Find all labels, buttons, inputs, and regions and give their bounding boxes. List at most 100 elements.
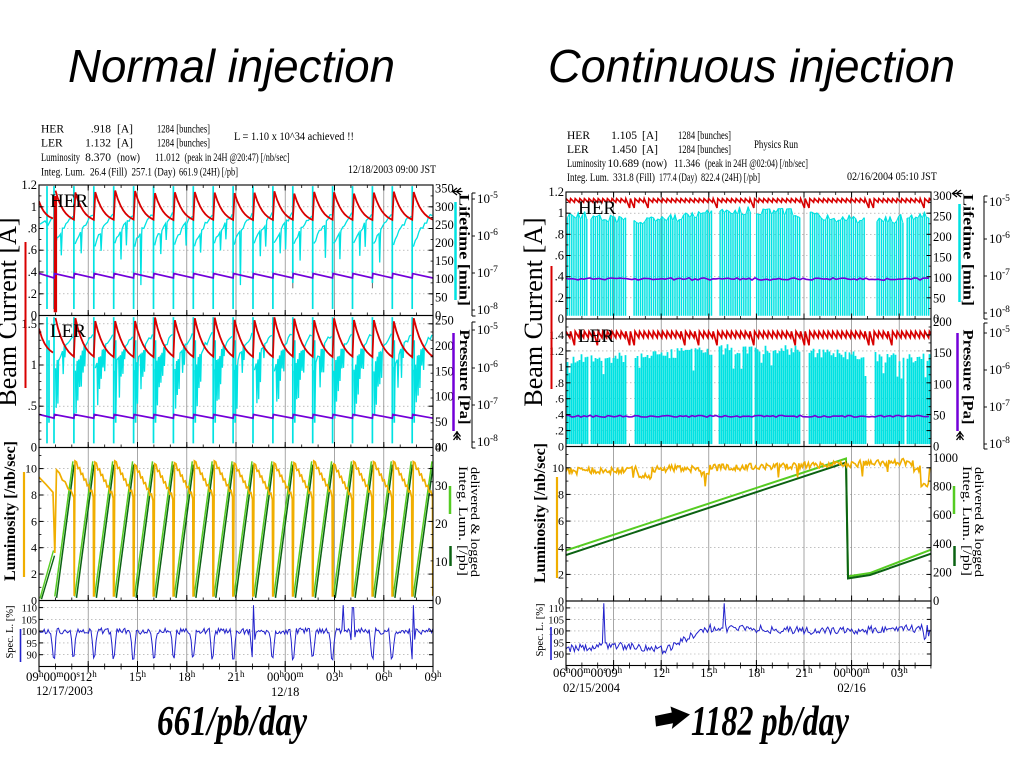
- svg-text:200: 200: [933, 230, 952, 244]
- svg-text:1182 pb/day: 1182 pb/day: [691, 699, 849, 745]
- svg-text:110: 110: [549, 604, 564, 615]
- svg-text:Beam Current [A]: Beam Current [A]: [519, 217, 548, 406]
- svg-text:1: 1: [558, 206, 564, 220]
- svg-text:105: 105: [548, 615, 564, 626]
- svg-text:11.346: 11.346: [674, 158, 700, 170]
- svg-text:[A]: [A]: [117, 124, 133, 136]
- svg-text:Integ. Lum. [/pb]: Integ. Lum. [/pb]: [456, 466, 471, 576]
- svg-text:.6: .6: [28, 243, 37, 257]
- svg-text:LER: LER: [578, 326, 614, 347]
- svg-text:.2: .2: [555, 424, 564, 438]
- svg-text:Spec. L. [%]: Spec. L. [%]: [5, 605, 16, 658]
- svg-text:90: 90: [27, 651, 38, 662]
- svg-text:200: 200: [435, 236, 454, 250]
- svg-text:200: 200: [933, 565, 952, 579]
- svg-text:.6: .6: [555, 392, 564, 406]
- svg-text:12/18/2003 09:00 JST: 12/18/2003 09:00 JST: [348, 162, 437, 176]
- svg-text:0: 0: [558, 440, 564, 454]
- svg-text:1.450: 1.450: [611, 144, 637, 156]
- svg-text:1.2: 1.2: [549, 344, 564, 358]
- svg-text:50: 50: [435, 415, 448, 429]
- svg-text:Pressure [Pa]: Pressure [Pa]: [960, 330, 976, 425]
- svg-text:300: 300: [435, 200, 454, 214]
- svg-text:Luminosity [/nb/sec]: Luminosity [/nb/sec]: [2, 441, 19, 581]
- svg-text:.2: .2: [555, 291, 564, 305]
- svg-text:HER: HER: [41, 124, 64, 136]
- svg-text:1284 [bunches]: 1284 [bunches]: [157, 138, 210, 150]
- svg-text:Physics Run: Physics Run: [754, 139, 798, 151]
- svg-text:Integ. Lum.: Integ. Lum.: [567, 172, 609, 184]
- svg-text:[A]: [A]: [642, 144, 658, 156]
- svg-text:1284 [bunches]: 1284 [bunches]: [678, 144, 731, 156]
- svg-text:.2: .2: [28, 287, 37, 301]
- svg-text:(now): (now): [642, 158, 667, 170]
- svg-text:1284 [bunches]: 1284 [bunches]: [157, 124, 210, 136]
- svg-text:Luminosity: Luminosity: [41, 152, 80, 164]
- svg-text:LER: LER: [567, 144, 589, 156]
- svg-text:150: 150: [435, 254, 454, 268]
- svg-text:1284 [bunches]: 1284 [bunches]: [678, 130, 731, 142]
- svg-text:1: 1: [558, 360, 564, 374]
- svg-text:30: 30: [435, 479, 448, 493]
- svg-text:Lifetime [min]: Lifetime [min]: [960, 194, 976, 306]
- svg-text:40: 40: [435, 441, 448, 455]
- svg-text:.8: .8: [555, 227, 564, 241]
- svg-text:400: 400: [933, 537, 952, 551]
- svg-text:12/17/2003: 12/17/2003: [36, 684, 93, 698]
- svg-text:HER: HER: [567, 130, 590, 142]
- svg-text:(now): (now): [117, 152, 140, 164]
- svg-text:0: 0: [933, 440, 939, 454]
- svg-text:8: 8: [558, 487, 564, 501]
- svg-text:150: 150: [435, 364, 454, 378]
- svg-text:delivered & logged: delivered & logged: [972, 467, 986, 578]
- svg-text:Integ. Lum.: Integ. Lum.: [41, 167, 85, 179]
- svg-text:100: 100: [933, 271, 952, 285]
- svg-text:0: 0: [31, 309, 37, 323]
- svg-text:0: 0: [435, 441, 441, 455]
- svg-text:00h00m: 00h00m: [267, 669, 304, 684]
- svg-text:95: 95: [27, 639, 38, 650]
- svg-text:2: 2: [558, 567, 564, 581]
- svg-text:150: 150: [933, 346, 952, 360]
- svg-text:Luminosity: Luminosity: [567, 158, 606, 170]
- svg-text:00h00m: 00h00m: [833, 665, 870, 680]
- svg-text:10: 10: [552, 461, 564, 475]
- svg-text:200: 200: [933, 315, 952, 329]
- svg-text:.4: .4: [555, 270, 565, 284]
- svg-text:0: 0: [933, 312, 939, 326]
- svg-text:50: 50: [933, 292, 946, 306]
- svg-text:02/16/2004 05:10 JST: 02/16/2004 05:10 JST: [847, 169, 938, 183]
- svg-text:L = 1.10 x 10^34 achieved !!: L = 1.10 x 10^34 achieved !!: [234, 131, 354, 143]
- svg-text:95: 95: [554, 639, 565, 650]
- svg-text:4: 4: [558, 541, 564, 555]
- svg-text:Spec. L. [%]: Spec. L. [%]: [535, 603, 546, 656]
- svg-text:8.370: 8.370: [85, 152, 111, 164]
- svg-text:.5: .5: [28, 399, 37, 413]
- svg-text:600: 600: [933, 508, 952, 522]
- svg-text:1: 1: [31, 358, 37, 372]
- svg-text:257.1 (Day): 257.1 (Day): [132, 167, 176, 179]
- svg-text:[A]: [A]: [117, 138, 133, 150]
- svg-text:11.012: 11.012: [155, 152, 180, 164]
- svg-text:661.9 (24H) [/pb]: 661.9 (24H) [/pb]: [179, 167, 238, 179]
- svg-text:0: 0: [435, 309, 441, 323]
- svg-text:100: 100: [548, 627, 564, 638]
- svg-text:26.4 (Fill): 26.4 (Fill): [90, 167, 127, 179]
- svg-text:02/15/2004: 02/15/2004: [563, 681, 621, 695]
- svg-text:[A]: [A]: [642, 130, 658, 142]
- svg-text:Continuous injection: Continuous injection: [548, 40, 955, 92]
- svg-text:Lifetime [min]: Lifetime [min]: [456, 194, 472, 306]
- svg-text:LER: LER: [41, 138, 63, 150]
- svg-text:0: 0: [31, 594, 37, 608]
- svg-text:50: 50: [435, 290, 448, 304]
- svg-text:0: 0: [558, 312, 564, 326]
- svg-text:1.5: 1.5: [21, 317, 37, 331]
- svg-text:LER: LER: [50, 321, 86, 342]
- svg-text:Integ. Lum. [/pb]: Integ. Lum. [/pb]: [960, 466, 975, 576]
- svg-text:.4: .4: [555, 408, 564, 422]
- svg-text:HER: HER: [578, 198, 616, 219]
- svg-text:.8: .8: [28, 222, 37, 236]
- svg-text:110: 110: [22, 604, 37, 615]
- svg-text:1.105: 1.105: [611, 130, 637, 142]
- svg-text:.918: .918: [91, 124, 111, 136]
